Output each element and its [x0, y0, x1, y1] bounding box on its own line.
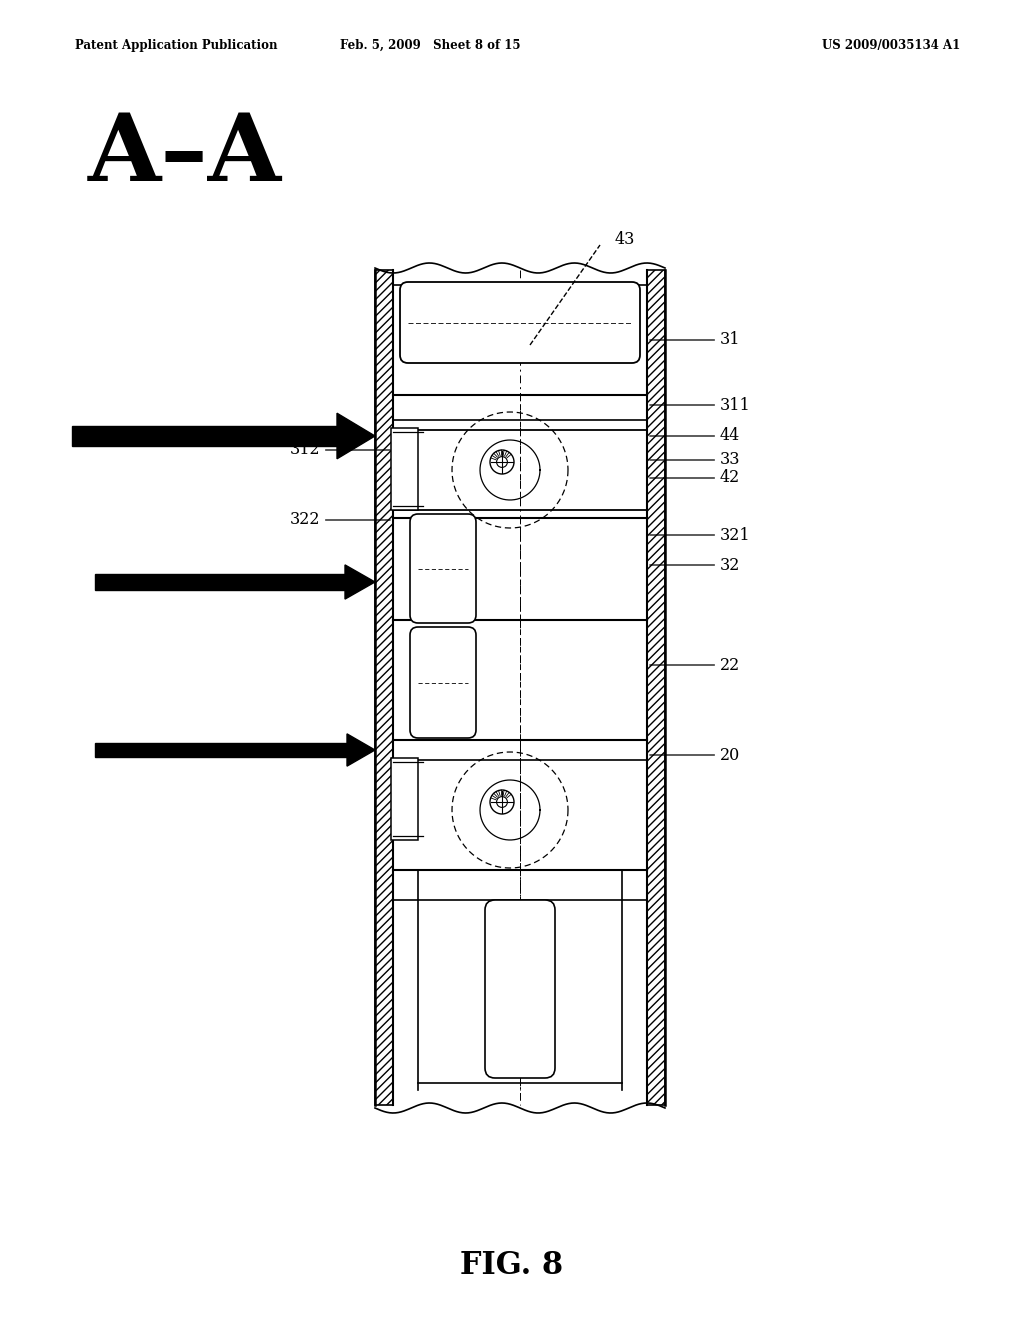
Text: 42: 42 — [650, 470, 740, 487]
Bar — [95, 574, 345, 590]
Text: 32: 32 — [650, 557, 740, 573]
Text: 311: 311 — [650, 396, 751, 413]
Text: A–A: A–A — [88, 110, 282, 201]
Bar — [647, 271, 665, 1105]
Bar — [375, 271, 393, 1105]
Bar — [375, 271, 393, 1105]
Circle shape — [497, 457, 508, 467]
Text: 44: 44 — [650, 428, 740, 445]
Bar — [95, 743, 347, 758]
Circle shape — [497, 796, 508, 808]
Polygon shape — [337, 413, 375, 459]
Text: 22: 22 — [650, 656, 740, 673]
Text: US 2009/0035134 A1: US 2009/0035134 A1 — [821, 38, 961, 51]
Polygon shape — [345, 565, 375, 599]
Text: 31: 31 — [650, 331, 740, 348]
Text: Feb. 5, 2009   Sheet 8 of 15: Feb. 5, 2009 Sheet 8 of 15 — [340, 38, 520, 51]
Bar — [391, 428, 418, 510]
FancyBboxPatch shape — [410, 513, 476, 623]
FancyBboxPatch shape — [485, 900, 555, 1078]
Text: FIG. 8: FIG. 8 — [461, 1250, 563, 1280]
Text: 321: 321 — [650, 527, 751, 544]
Text: 33: 33 — [650, 451, 740, 469]
Circle shape — [490, 450, 514, 474]
FancyBboxPatch shape — [410, 627, 476, 738]
Bar — [647, 271, 665, 1105]
Text: 20: 20 — [650, 747, 740, 763]
Text: Patent Application Publication: Patent Application Publication — [75, 38, 278, 51]
Text: 43: 43 — [615, 231, 635, 248]
FancyBboxPatch shape — [400, 282, 640, 363]
Polygon shape — [347, 734, 375, 766]
Text: 322: 322 — [290, 511, 390, 528]
Bar — [72, 426, 337, 446]
Circle shape — [490, 789, 514, 814]
Bar — [391, 758, 418, 840]
Text: 312: 312 — [290, 441, 390, 458]
